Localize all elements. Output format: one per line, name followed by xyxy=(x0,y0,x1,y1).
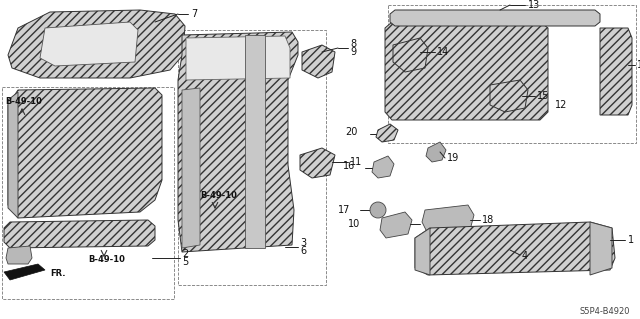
Text: 3: 3 xyxy=(300,238,306,248)
Text: B-49-10: B-49-10 xyxy=(200,190,237,199)
Polygon shape xyxy=(8,92,18,218)
Text: 4: 4 xyxy=(522,251,528,261)
Text: 15: 15 xyxy=(537,91,549,101)
Polygon shape xyxy=(182,88,200,248)
Polygon shape xyxy=(415,222,615,275)
Text: 11: 11 xyxy=(350,157,362,167)
Text: 20: 20 xyxy=(346,127,358,137)
Polygon shape xyxy=(8,88,162,218)
Polygon shape xyxy=(422,205,474,234)
Bar xyxy=(388,5,636,143)
Text: 9: 9 xyxy=(350,47,356,57)
Text: FR.: FR. xyxy=(50,270,65,278)
Text: 10: 10 xyxy=(348,219,360,229)
Polygon shape xyxy=(380,212,412,238)
Polygon shape xyxy=(6,246,32,264)
Polygon shape xyxy=(4,264,45,280)
Text: 13: 13 xyxy=(637,60,640,70)
Text: 14: 14 xyxy=(437,47,449,57)
Text: 16: 16 xyxy=(343,161,355,171)
Text: 17: 17 xyxy=(338,205,350,215)
Polygon shape xyxy=(40,22,138,66)
Polygon shape xyxy=(490,80,528,112)
Polygon shape xyxy=(245,35,265,248)
Text: S5P4-B4920: S5P4-B4920 xyxy=(580,308,630,316)
Polygon shape xyxy=(178,32,298,252)
Polygon shape xyxy=(300,148,335,178)
Text: 1: 1 xyxy=(628,235,634,245)
Text: 13: 13 xyxy=(528,0,540,10)
Text: B-49-10: B-49-10 xyxy=(5,98,42,107)
Text: 7: 7 xyxy=(191,9,197,19)
Polygon shape xyxy=(426,142,446,162)
Polygon shape xyxy=(390,10,600,26)
Polygon shape xyxy=(4,220,155,248)
Text: 8: 8 xyxy=(350,39,356,49)
Polygon shape xyxy=(376,124,398,142)
Polygon shape xyxy=(393,38,428,72)
Polygon shape xyxy=(302,45,335,78)
Polygon shape xyxy=(186,36,290,80)
Text: 19: 19 xyxy=(447,153,460,163)
Polygon shape xyxy=(415,228,430,275)
Bar xyxy=(2,87,174,299)
Polygon shape xyxy=(385,22,548,120)
Polygon shape xyxy=(8,10,185,78)
Text: 18: 18 xyxy=(482,215,494,225)
Bar xyxy=(178,30,326,285)
Text: 6: 6 xyxy=(300,246,306,256)
Polygon shape xyxy=(372,156,394,178)
Circle shape xyxy=(370,202,386,218)
Text: B-49-10: B-49-10 xyxy=(88,256,125,264)
Polygon shape xyxy=(590,222,612,275)
Text: 5: 5 xyxy=(182,257,188,267)
Polygon shape xyxy=(600,28,632,115)
Text: 2: 2 xyxy=(182,249,188,259)
Text: 12: 12 xyxy=(555,100,568,110)
